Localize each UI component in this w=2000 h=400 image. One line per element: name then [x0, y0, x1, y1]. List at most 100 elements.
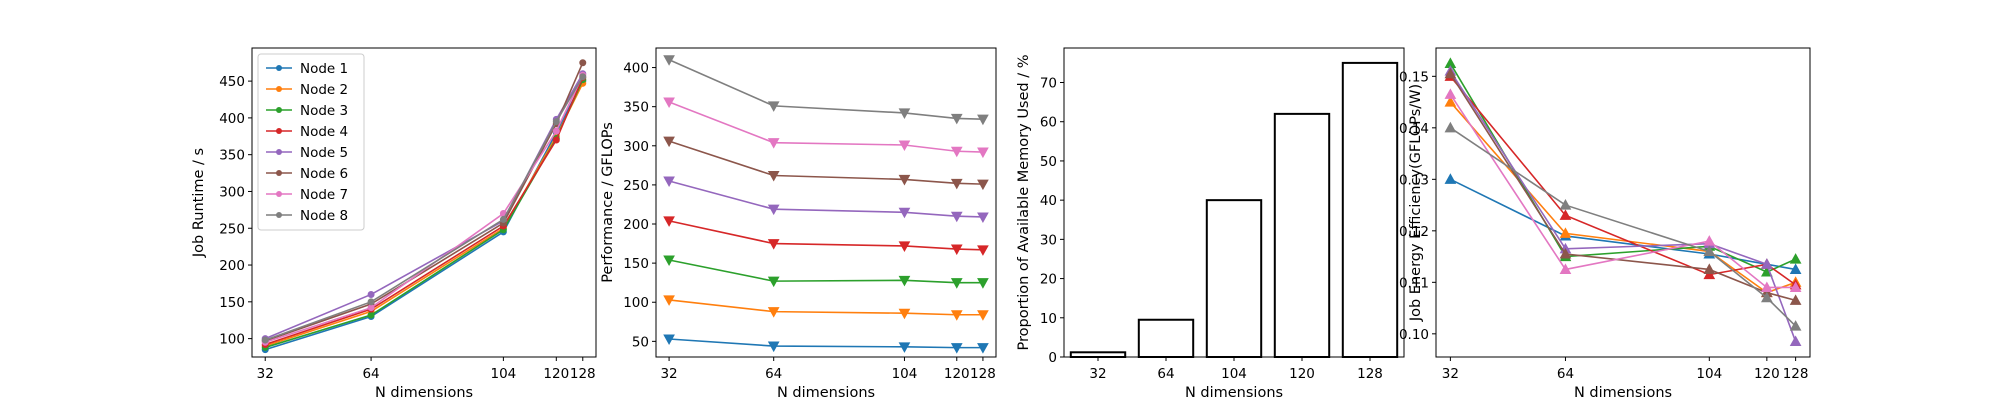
- y-tick-label: 30: [1040, 232, 1057, 248]
- data-point: [663, 136, 675, 148]
- y-tick-label: 250: [623, 178, 649, 194]
- data-point: [1703, 245, 1716, 256]
- plot-frame: [1063, 47, 1405, 358]
- legend-swatch-marker: [276, 191, 282, 197]
- data-point: [367, 311, 375, 319]
- data-point: [1760, 258, 1773, 269]
- series-8: [1444, 121, 1802, 331]
- series-3: [663, 255, 989, 289]
- data-point: [1444, 67, 1457, 79]
- data-point: [579, 73, 587, 81]
- data-point: [898, 207, 911, 219]
- chart-1: 100 150 200 250 300 350 400 450 32 64 104 120 128 N d…: [191, 47, 597, 400]
- x-tick-label: 64: [1157, 366, 1174, 382]
- y-tick-label: 200: [219, 258, 245, 274]
- data-point: [367, 304, 375, 312]
- y-tick-label: 0.15: [1399, 69, 1429, 85]
- data-point: [663, 216, 675, 227]
- x-tick-label: 120: [1289, 366, 1315, 382]
- data-point: [552, 127, 560, 135]
- data-point: [367, 298, 375, 306]
- data-point: [1789, 320, 1802, 331]
- y-tick-label: 300: [623, 139, 649, 155]
- series-line: [668, 180, 983, 218]
- legend-swatch-marker: [276, 128, 282, 134]
- series-8: [663, 55, 989, 126]
- x-tick-label: 104: [1221, 366, 1247, 382]
- y-tick-label: 350: [219, 148, 245, 164]
- series-5: [663, 176, 989, 224]
- data-point: [977, 343, 989, 354]
- x-tick-label: 64: [1557, 366, 1574, 382]
- data-point: [1444, 173, 1457, 184]
- plot-frame: [655, 47, 997, 358]
- bar: [1273, 112, 1331, 358]
- y-axis-label: Job Energy Efficiency(GFLOPs/W): [1408, 84, 1424, 322]
- data-point: [767, 341, 780, 353]
- data-point: [950, 244, 963, 256]
- x-tick-label: 128: [1357, 366, 1383, 382]
- y-axis-label: Proportion of Available Memory Used / %: [1016, 54, 1032, 350]
- data-point: [367, 290, 375, 298]
- bar: [1069, 351, 1127, 358]
- bar: [1205, 199, 1263, 358]
- data-point: [950, 178, 963, 190]
- data-point: [898, 275, 911, 287]
- series-line: [668, 59, 983, 120]
- y-tick-label: 150: [219, 295, 245, 311]
- y-tick-label: 0.12: [1399, 224, 1429, 240]
- y-tick-label: 350: [623, 100, 649, 116]
- series-8: [261, 73, 587, 344]
- y-tick-label: 70: [1040, 76, 1057, 92]
- y-tick-label: 0.13: [1399, 172, 1429, 188]
- data-point: [977, 310, 989, 321]
- y-tick-label: 50: [632, 334, 649, 350]
- series-1: [663, 334, 989, 354]
- series-5: [1444, 65, 1802, 347]
- data-point: [898, 140, 911, 152]
- series-7: [663, 97, 989, 159]
- x-tick-label: 104: [490, 366, 516, 382]
- data-point: [1444, 88, 1457, 99]
- x-tick-label: 32: [1089, 366, 1106, 382]
- data-point: [898, 108, 911, 119]
- series-line: [1449, 75, 1797, 286]
- plot-frame: [251, 47, 597, 358]
- data-point: [950, 310, 963, 321]
- legend-item-label: Node 7: [300, 187, 348, 203]
- series-4: [663, 216, 989, 256]
- y-tick-label: 20: [1040, 272, 1057, 288]
- x-tick-label: 120: [944, 366, 970, 382]
- y-tick-label: 60: [1040, 115, 1057, 131]
- data-point: [1559, 199, 1572, 210]
- data-point: [1559, 247, 1572, 259]
- data-point: [1789, 263, 1802, 274]
- x-axis-label: N dimensions: [375, 385, 473, 400]
- legend-swatch-marker: [276, 65, 282, 71]
- data-point: [977, 212, 989, 224]
- data-point: [1559, 227, 1572, 238]
- data-point: [261, 336, 269, 344]
- data-point: [950, 278, 963, 289]
- bar: [1137, 318, 1195, 359]
- data-point: [767, 171, 780, 182]
- x-tick-label: 128: [970, 366, 996, 382]
- y-tick-label: 100: [219, 332, 245, 348]
- y-tick-label: 200: [623, 217, 649, 233]
- legend-swatch-marker: [276, 212, 282, 218]
- y-tick-label: 300: [219, 184, 245, 200]
- series-line: [1449, 70, 1797, 342]
- series-line: [1449, 127, 1797, 327]
- data-point: [663, 176, 675, 188]
- series-line: [668, 259, 983, 284]
- x-axis-label: N dimensions: [1185, 385, 1283, 400]
- data-point: [977, 179, 989, 191]
- y-tick-label: 40: [1040, 193, 1057, 209]
- data-point: [767, 138, 780, 149]
- x-tick-label: 64: [765, 366, 782, 382]
- data-point: [1703, 235, 1716, 246]
- y-tick-label: 450: [219, 74, 245, 90]
- series-line: [668, 299, 983, 316]
- legend-swatch-marker: [276, 149, 282, 155]
